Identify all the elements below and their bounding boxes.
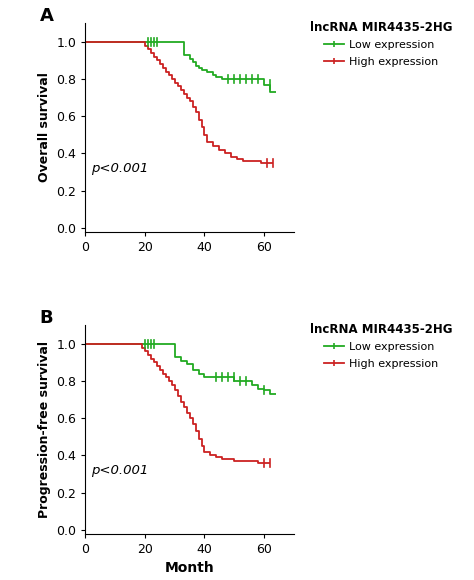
Text: A: A [39, 6, 53, 24]
X-axis label: Month: Month [165, 561, 214, 575]
Legend: Low expression, High expression: Low expression, High expression [308, 320, 455, 371]
Text: B: B [39, 309, 53, 327]
Text: p<0.001: p<0.001 [91, 464, 148, 477]
Legend: Low expression, High expression: Low expression, High expression [308, 19, 455, 69]
Text: p<0.001: p<0.001 [91, 162, 148, 175]
Y-axis label: Overall survival: Overall survival [38, 72, 51, 182]
Y-axis label: Progression-free survival: Progression-free survival [38, 341, 51, 518]
